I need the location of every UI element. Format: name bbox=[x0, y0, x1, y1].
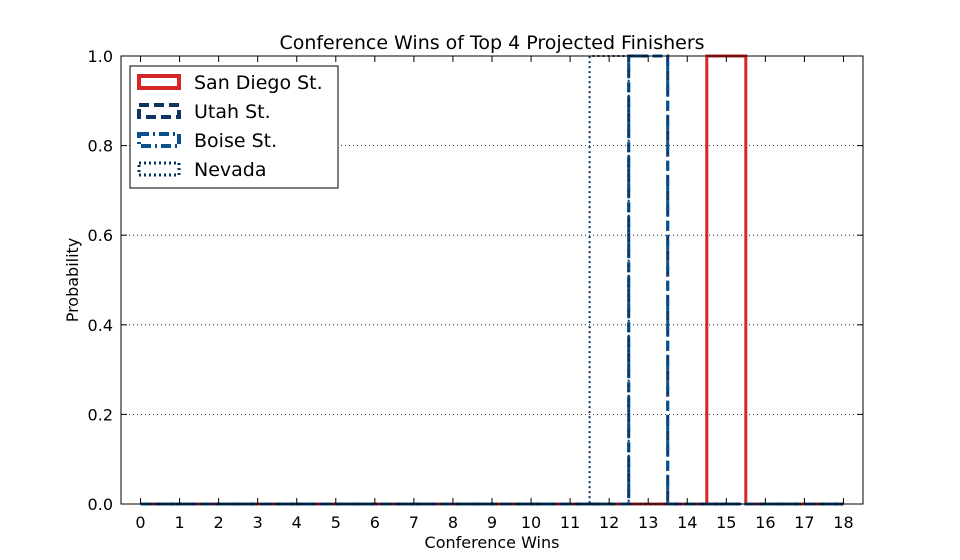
x-tick-label-15: 15 bbox=[716, 513, 736, 532]
x-tick-label-13: 13 bbox=[638, 513, 658, 532]
y-tick-label-1: 0.2 bbox=[88, 405, 113, 424]
legend: San Diego St. Utah St. Boise St. Nevada bbox=[129, 65, 339, 189]
y-tick-label-0: 0.0 bbox=[88, 495, 113, 514]
y-tick-label-5: 1.0 bbox=[88, 47, 113, 66]
x-tick-label-8: 8 bbox=[448, 513, 458, 532]
y-tick-label-4: 0.8 bbox=[88, 137, 113, 156]
legend-swatch-0 bbox=[137, 74, 181, 90]
x-tick-label-7: 7 bbox=[409, 513, 419, 532]
x-tick-label-0: 0 bbox=[135, 513, 145, 532]
y-axis: 0.0 0.2 0.4 0.6 0.8 1.0 bbox=[88, 47, 863, 514]
legend-swatch-2 bbox=[137, 132, 181, 148]
x-tick-label-3: 3 bbox=[253, 513, 263, 532]
x-tick-label-6: 6 bbox=[370, 513, 380, 532]
x-tick-label-10: 10 bbox=[521, 513, 541, 532]
x-tick-label-16: 16 bbox=[755, 513, 775, 532]
x-tick-label-12: 12 bbox=[599, 513, 619, 532]
x-tick-label-17: 17 bbox=[794, 513, 814, 532]
x-tick-label-2: 2 bbox=[214, 513, 224, 532]
x-tick-label-9: 9 bbox=[487, 513, 497, 532]
x-tick-label-11: 11 bbox=[560, 513, 580, 532]
x-tick-label-14: 14 bbox=[677, 513, 697, 532]
chart-title: Conference Wins of Top 4 Projected Finis… bbox=[279, 32, 704, 54]
legend-label-3: Nevada bbox=[194, 159, 267, 181]
x-tick-label-1: 1 bbox=[174, 513, 184, 532]
legend-swatch-1 bbox=[137, 103, 181, 119]
legend-label-2: Boise St. bbox=[194, 130, 277, 152]
x-axis-label: Conference Wins bbox=[425, 533, 560, 552]
x-tick-label-5: 5 bbox=[331, 513, 341, 532]
legend-swatch-3 bbox=[137, 161, 181, 177]
legend-label-1: Utah St. bbox=[194, 101, 271, 123]
x-axis: 0 1 2 3 4 5 6 7 8 9 10 11 12 13 14 15 16 17 18 bbox=[135, 56, 854, 532]
y-tick-label-3: 0.6 bbox=[88, 226, 113, 245]
legend-label-0: San Diego St. bbox=[194, 72, 323, 94]
x-tick-label-4: 4 bbox=[292, 513, 302, 532]
y-axis-label: Probability bbox=[63, 238, 82, 323]
y-tick-label-2: 0.4 bbox=[88, 316, 113, 335]
x-tick-label-18: 18 bbox=[833, 513, 853, 532]
